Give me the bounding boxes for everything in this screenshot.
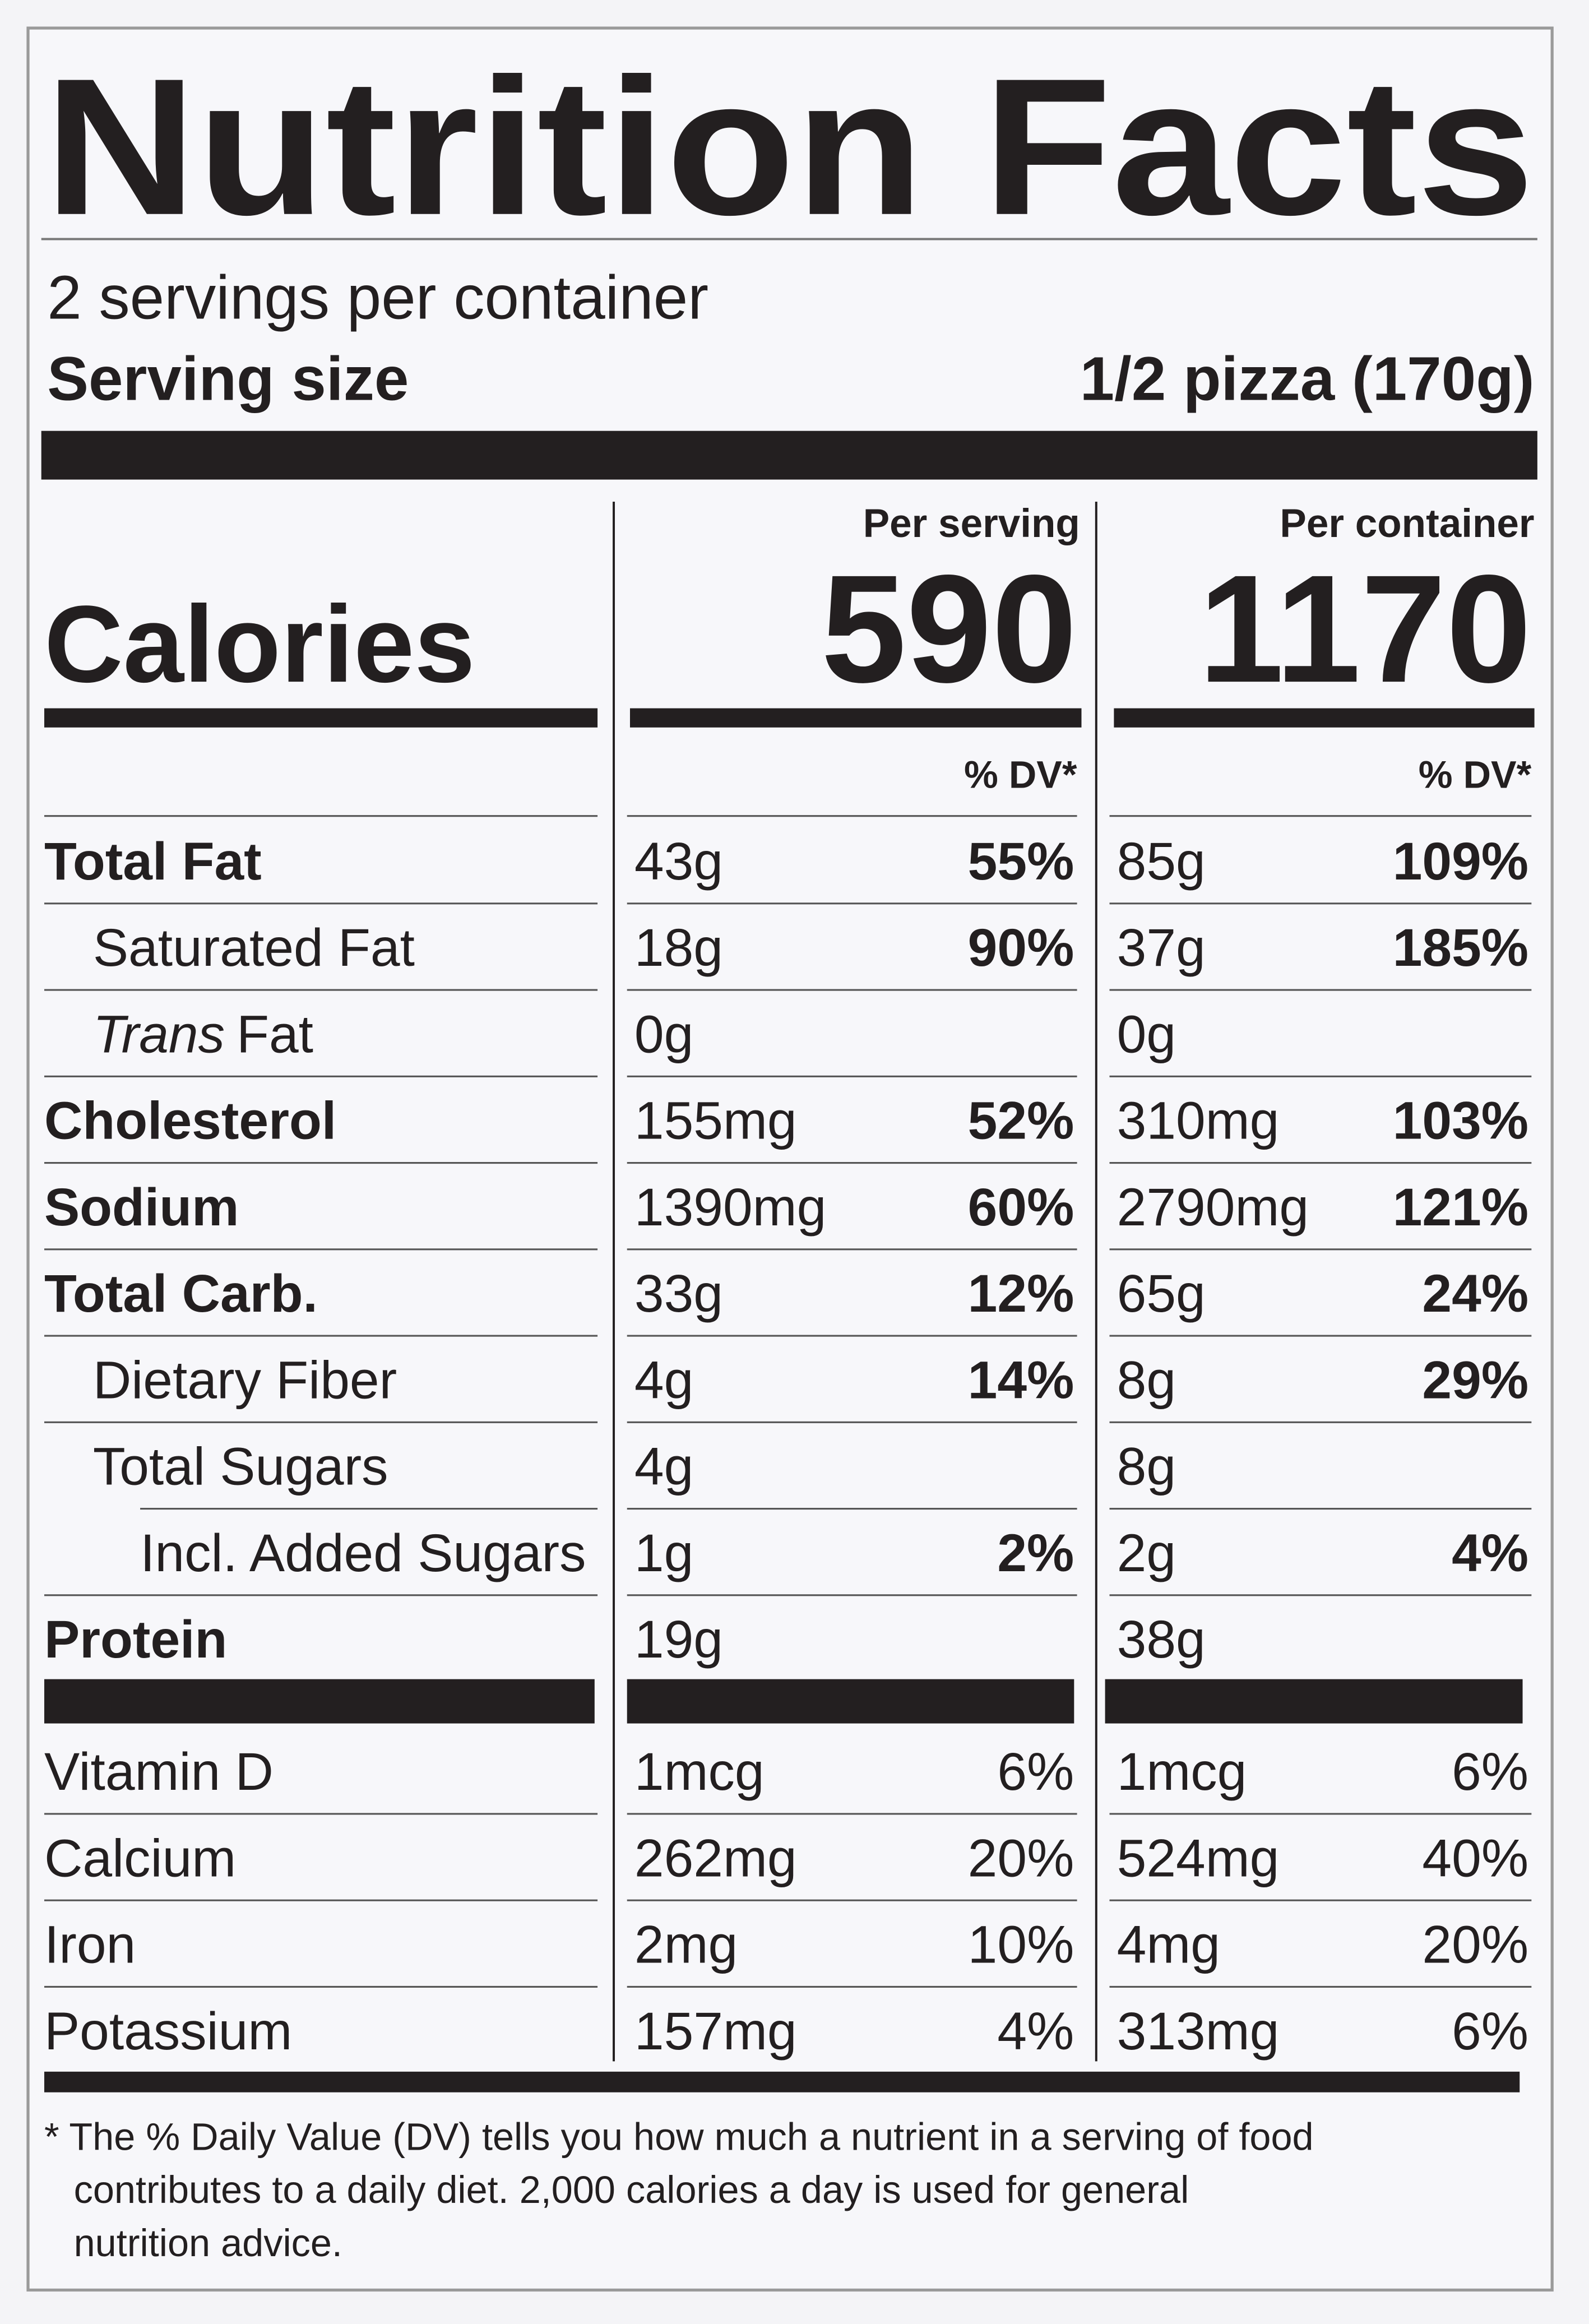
amount: 2g	[1117, 1524, 1176, 1583]
amount: 0g	[634, 1004, 693, 1064]
label-border	[26, 26, 1554, 2292]
amount: 155mg	[634, 1091, 797, 1151]
serving-size-value: 1/2 pizza (170g)	[1080, 344, 1535, 413]
nutrient-name: Sodium	[44, 1178, 239, 1237]
daily-value: 14%	[968, 1350, 1074, 1410]
title: Nutrition Facts	[44, 38, 1535, 256]
amount: 0g	[1117, 1004, 1176, 1064]
amount: 313mg	[1117, 2002, 1280, 2061]
daily-value: 6%	[997, 1742, 1074, 1802]
amount: 4g	[634, 1350, 693, 1410]
calories-per-container: 1170	[1198, 543, 1531, 715]
daily-value: 90%	[968, 918, 1074, 978]
dv-header: % DV*	[1419, 753, 1532, 797]
amount: 262mg	[634, 1828, 797, 1888]
amount: 8g	[1117, 1437, 1176, 1497]
per-container-header: Per container	[1280, 502, 1534, 546]
daily-value: 4%	[1452, 1524, 1528, 1583]
calories-bar	[629, 708, 1082, 728]
amount: 4mg	[1117, 1915, 1220, 1975]
amount: 33g	[634, 1264, 723, 1323]
footnote-line: contributes to a daily diet. 2,000 calor…	[74, 2168, 1189, 2211]
daily-value: 109%	[1393, 832, 1528, 891]
servings-per-container: 2 servings per container	[47, 263, 708, 332]
daily-value: 20%	[968, 1828, 1074, 1888]
footnote-line: nutrition advice.	[74, 2221, 342, 2265]
calories-per-serving: 590	[821, 543, 1077, 715]
amount: 524mg	[1117, 1828, 1280, 1888]
calories-bar	[1114, 708, 1535, 728]
nutrient-name: Calcium	[44, 1828, 236, 1888]
calories-label: Calories	[44, 584, 475, 705]
nutrient-name: Incl. Added Sugars	[140, 1524, 586, 1583]
amount: 157mg	[634, 2002, 797, 2061]
amount: 85g	[1117, 832, 1206, 891]
daily-value: 55%	[968, 832, 1074, 891]
calories-bar	[44, 708, 598, 728]
daily-value: 6%	[1452, 1742, 1528, 1802]
daily-value: 121%	[1393, 1178, 1528, 1237]
amount: 19g	[634, 1610, 723, 1669]
amount: 37g	[1117, 918, 1206, 978]
amount: 43g	[634, 832, 723, 891]
thick-bar	[1105, 1679, 1523, 1724]
daily-value: 40%	[1422, 1828, 1528, 1888]
amount: 2mg	[634, 1915, 738, 1975]
daily-value: 103%	[1393, 1091, 1528, 1151]
thick-bar	[44, 2071, 1520, 2092]
amount: 65g	[1117, 1264, 1206, 1323]
nutrient-name-italic: Trans	[93, 1004, 225, 1064]
daily-value: 29%	[1422, 1350, 1528, 1410]
thick-bar	[41, 430, 1537, 480]
daily-value: 24%	[1422, 1264, 1528, 1323]
amount: 18g	[634, 918, 723, 978]
daily-value: 52%	[968, 1091, 1074, 1151]
nutrient-name-rest: Fat	[237, 1004, 313, 1064]
nutrient-name: Dietary Fiber	[93, 1350, 397, 1410]
amount: 38g	[1117, 1610, 1206, 1669]
amount: 310mg	[1117, 1091, 1280, 1151]
daily-value: 6%	[1452, 2002, 1528, 2061]
nutrient-name: Vitamin D	[44, 1742, 274, 1802]
amount: 1390mg	[634, 1178, 826, 1237]
footnote-line: * The % Daily Value (DV) tells you how m…	[44, 2115, 1314, 2158]
nutrient-name: Potassium	[44, 2002, 292, 2061]
daily-value: 60%	[968, 1178, 1074, 1237]
nutrient-name: Total Carb.	[44, 1264, 318, 1323]
thick-bar	[44, 1679, 595, 1724]
amount: 4g	[634, 1437, 693, 1497]
nutrient-name: Total Sugars	[93, 1437, 388, 1497]
nutrient-name: Cholesterol	[44, 1091, 336, 1151]
amount: 1g	[634, 1524, 693, 1583]
daily-value: 2%	[997, 1524, 1074, 1583]
serving-size-label: Serving size	[47, 344, 409, 413]
daily-value: 20%	[1422, 1915, 1528, 1975]
daily-value: 4%	[997, 2002, 1074, 2061]
daily-value: 12%	[968, 1264, 1074, 1323]
nutrient-name: Iron	[44, 1915, 136, 1975]
nutrient-name: Saturated Fat	[93, 918, 415, 978]
daily-value: 185%	[1393, 918, 1528, 978]
nutrient-name: Protein	[44, 1610, 227, 1669]
amount: 1mcg	[1117, 1742, 1247, 1802]
nutrient-name: Trans Fat	[93, 1004, 313, 1064]
amount: 1mcg	[634, 1742, 765, 1802]
daily-value: 10%	[968, 1915, 1074, 1975]
amount: 8g	[1117, 1350, 1176, 1410]
amount: 2790mg	[1117, 1178, 1309, 1237]
per-serving-header: Per serving	[863, 502, 1080, 546]
nutrient-name: Total Fat	[44, 832, 262, 891]
dv-header: % DV*	[964, 753, 1077, 797]
thick-bar	[627, 1679, 1074, 1724]
